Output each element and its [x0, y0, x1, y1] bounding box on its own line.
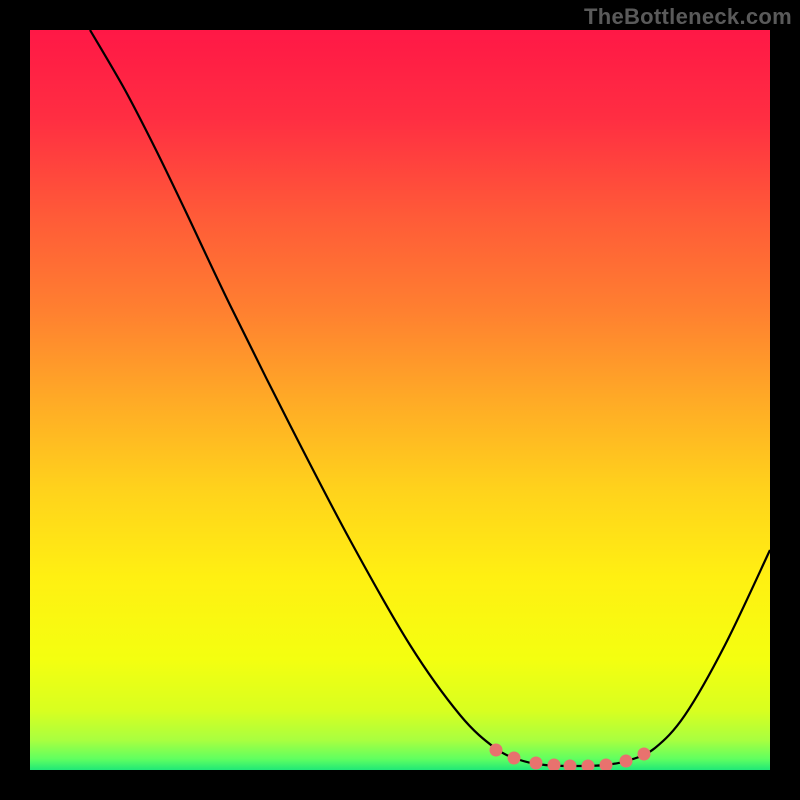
marker-dot: [490, 744, 503, 757]
marker-dot: [620, 755, 633, 768]
marker-dot: [582, 760, 595, 771]
chart-container: TheBottleneck.com: [0, 0, 800, 800]
curve-markers: [490, 744, 651, 771]
plot-area: [30, 30, 770, 770]
marker-dot: [564, 760, 577, 771]
marker-dot: [530, 757, 543, 770]
curve-line: [90, 30, 770, 766]
marker-dot: [638, 748, 651, 761]
marker-dot: [548, 759, 561, 771]
bottleneck-curve: [30, 30, 770, 770]
marker-dot: [508, 752, 521, 765]
marker-dot: [600, 759, 613, 771]
watermark-text: TheBottleneck.com: [584, 4, 792, 30]
